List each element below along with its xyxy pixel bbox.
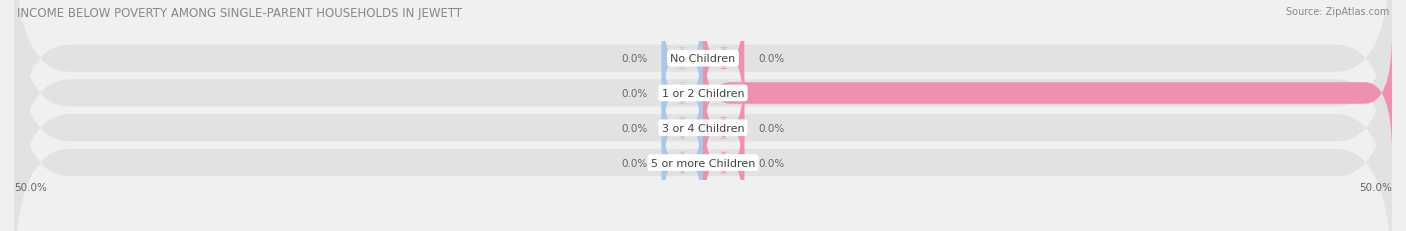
Text: 50.0%: 50.0% bbox=[14, 182, 46, 192]
FancyBboxPatch shape bbox=[662, 104, 703, 221]
FancyBboxPatch shape bbox=[703, 104, 744, 221]
FancyBboxPatch shape bbox=[662, 70, 703, 187]
Text: 0.0%: 0.0% bbox=[621, 158, 648, 168]
FancyBboxPatch shape bbox=[14, 0, 1392, 219]
Text: INCOME BELOW POVERTY AMONG SINGLE-PARENT HOUSEHOLDS IN JEWETT: INCOME BELOW POVERTY AMONG SINGLE-PARENT… bbox=[17, 7, 463, 20]
FancyBboxPatch shape bbox=[14, 38, 1392, 231]
Text: 1 or 2 Children: 1 or 2 Children bbox=[662, 88, 744, 99]
Text: 0.0%: 0.0% bbox=[621, 54, 648, 64]
Text: No Children: No Children bbox=[671, 54, 735, 64]
Text: Source: ZipAtlas.com: Source: ZipAtlas.com bbox=[1285, 7, 1389, 17]
Text: 0.0%: 0.0% bbox=[621, 123, 648, 133]
Text: 0.0%: 0.0% bbox=[758, 158, 785, 168]
FancyBboxPatch shape bbox=[662, 35, 703, 152]
Text: 0.0%: 0.0% bbox=[758, 54, 785, 64]
FancyBboxPatch shape bbox=[662, 0, 703, 118]
Text: 0.0%: 0.0% bbox=[758, 123, 785, 133]
FancyBboxPatch shape bbox=[14, 0, 1392, 184]
FancyBboxPatch shape bbox=[703, 70, 744, 187]
FancyBboxPatch shape bbox=[703, 35, 1392, 152]
FancyBboxPatch shape bbox=[703, 0, 744, 118]
FancyBboxPatch shape bbox=[14, 3, 1392, 231]
Text: 0.0%: 0.0% bbox=[621, 88, 648, 99]
Text: 50.0%: 50.0% bbox=[1360, 182, 1392, 192]
Text: 5 or more Children: 5 or more Children bbox=[651, 158, 755, 168]
Text: 3 or 4 Children: 3 or 4 Children bbox=[662, 123, 744, 133]
